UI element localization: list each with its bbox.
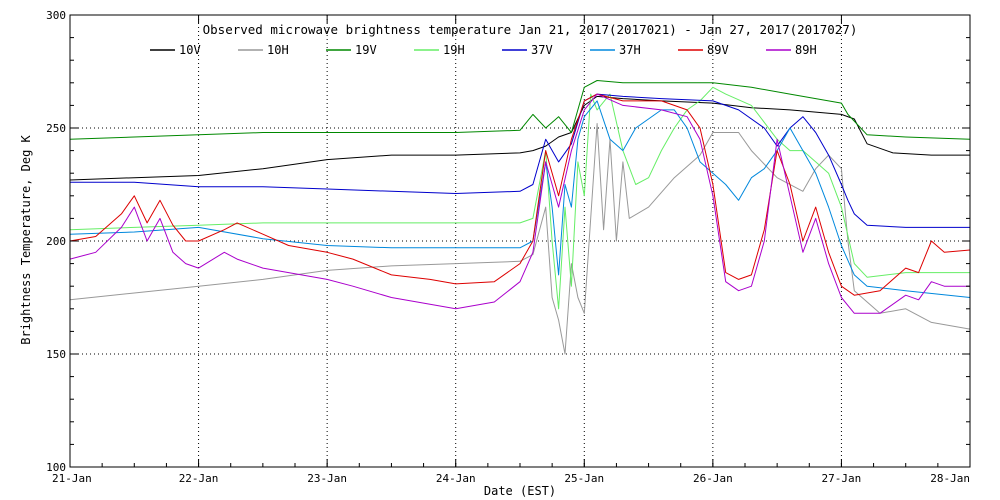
x-tick-label: 22-Jan bbox=[179, 472, 219, 485]
chart-title: Observed microwave brightness temperatur… bbox=[203, 22, 858, 37]
y-axis-title: Brightness Temperature, Deg K bbox=[19, 134, 33, 344]
legend-label-37h: 37H bbox=[619, 43, 641, 57]
x-axis-title: Date (EST) bbox=[484, 484, 556, 498]
x-tick-label: 27-Jan bbox=[822, 472, 862, 485]
legend-label-37v: 37V bbox=[531, 43, 553, 57]
x-tick-label: 28-Jan bbox=[930, 472, 970, 485]
legend-label-10v: 10V bbox=[179, 43, 201, 57]
legend: 10V 10H 19V 19H 37V 37H 89V 89H bbox=[150, 43, 817, 57]
x-tick-label: 25-Jan bbox=[564, 472, 604, 485]
x-axis: 21-Jan 22-Jan 23-Jan 24-Jan 25-Jan 26-Jan 27-J… bbox=[52, 15, 971, 485]
y-tick-label: 100 bbox=[46, 461, 66, 474]
x-tick-label: 24-Jan bbox=[436, 472, 476, 485]
series-line-19v bbox=[69, 80, 971, 140]
series-line-37h bbox=[69, 100, 971, 298]
series-line-19h bbox=[69, 86, 970, 310]
y-axis: 100 150 200 250 300 bbox=[46, 9, 970, 474]
legend-label-89h: 89H bbox=[795, 43, 817, 57]
series-line-37v bbox=[70, 93, 970, 228]
legend-label-89v: 89V bbox=[707, 43, 729, 57]
x-tick-label: 21-Jan bbox=[52, 472, 92, 485]
series-line-89h bbox=[69, 93, 970, 314]
x-tick-label: 26-Jan bbox=[693, 472, 733, 485]
series-line-10v bbox=[69, 95, 970, 181]
series-line-10h bbox=[69, 123, 971, 355]
series-lines bbox=[69, 80, 971, 355]
y-tick-label: 250 bbox=[46, 122, 66, 135]
legend-label-19v: 19V bbox=[355, 43, 377, 57]
y-tick-label: 200 bbox=[46, 235, 66, 248]
y-tick-label: 150 bbox=[46, 348, 66, 361]
legend-label-10h: 10H bbox=[267, 43, 289, 57]
x-tick-label: 23-Jan bbox=[307, 472, 347, 485]
legend-label-19h: 19H bbox=[443, 43, 465, 57]
grid-lines bbox=[70, 15, 970, 467]
y-tick-label: 300 bbox=[46, 9, 66, 22]
series-line-89v bbox=[69, 93, 971, 296]
